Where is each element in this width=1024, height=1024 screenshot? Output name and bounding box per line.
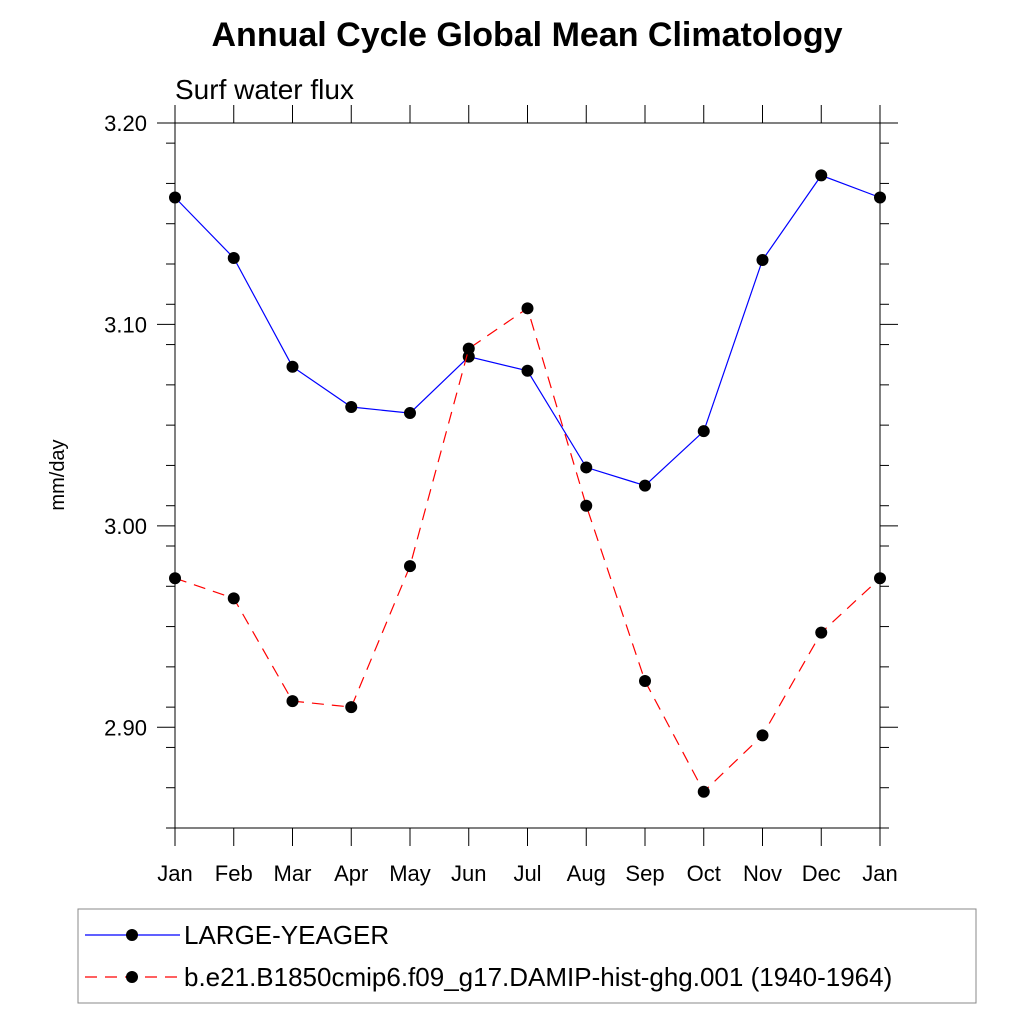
x-tick-label: Sep xyxy=(625,861,664,886)
legend-marker-large-yeager xyxy=(126,929,138,941)
series-0-point xyxy=(404,407,416,420)
plot-area: 2.90 3.00 3.10 3.20 Jan Feb Mar Apr May Jun Jul Aug… xyxy=(104,105,898,886)
series-1-point xyxy=(462,342,475,355)
y-tick-label: 2.90 xyxy=(104,715,147,740)
x-tick-label: Feb xyxy=(215,861,253,886)
y-tick-label: 3.00 xyxy=(104,514,147,539)
series-0-point xyxy=(286,360,299,373)
legend: LARGE-YEAGER b.e21.B1850cmip6.f09_g17.DA… xyxy=(77,908,977,1004)
series-1-point xyxy=(521,302,534,315)
x-tick-label: Mar xyxy=(274,861,312,886)
y-tick-label: 3.10 xyxy=(104,312,147,337)
series-0-point xyxy=(169,191,181,204)
x-tick-label: Nov xyxy=(743,861,782,886)
series-0-point xyxy=(697,425,710,438)
x-tick-label: May xyxy=(389,861,431,886)
series-1-point xyxy=(286,695,299,708)
legend-label-damip: b.e21.B1850cmip6.f09_g17.DAMIP-hist-ghg.… xyxy=(184,962,892,992)
series-0-point xyxy=(815,169,828,182)
series-1-point xyxy=(169,572,181,585)
series-1-point xyxy=(345,701,358,714)
series-0-point xyxy=(639,479,651,492)
series-1-point xyxy=(815,626,828,639)
series-1-point xyxy=(404,560,416,573)
series-1-point xyxy=(580,499,593,512)
series-1-point xyxy=(756,729,769,742)
legend-marker-damip xyxy=(126,971,138,983)
y-axis-label: mm/day xyxy=(47,439,69,510)
chart-subtitle: Surf water flux xyxy=(175,74,354,105)
series-0-point xyxy=(874,191,886,204)
y-tick-label: 3.20 xyxy=(104,111,147,136)
legend-label-large-yeager: LARGE-YEAGER xyxy=(184,920,389,950)
series-0-point xyxy=(345,401,358,414)
series-1-point xyxy=(874,572,886,585)
series-0-point xyxy=(756,253,769,266)
plot-frame xyxy=(174,122,881,829)
x-tick-label: Jan xyxy=(862,861,897,886)
chart-title: Annual Cycle Global Mean Climatology xyxy=(212,16,843,54)
series-line-1 xyxy=(174,307,881,793)
x-tick-label: Jul xyxy=(513,861,541,886)
x-tick-label: Dec xyxy=(802,861,841,886)
x-tick-label: Oct xyxy=(687,861,721,886)
x-tick-label: Apr xyxy=(334,861,368,886)
x-tick-label: Aug xyxy=(567,861,606,886)
series-0-point xyxy=(227,251,240,264)
series-1-point xyxy=(227,592,240,605)
legend-frame xyxy=(77,908,977,1004)
series-1-point xyxy=(639,674,651,687)
x-tick-label: Jan xyxy=(157,861,192,886)
series-1-point xyxy=(697,785,710,798)
x-tick-label: Jun xyxy=(451,861,486,886)
series-0-point xyxy=(580,461,593,474)
series-line-0 xyxy=(174,174,881,487)
series-0-point xyxy=(521,364,534,377)
